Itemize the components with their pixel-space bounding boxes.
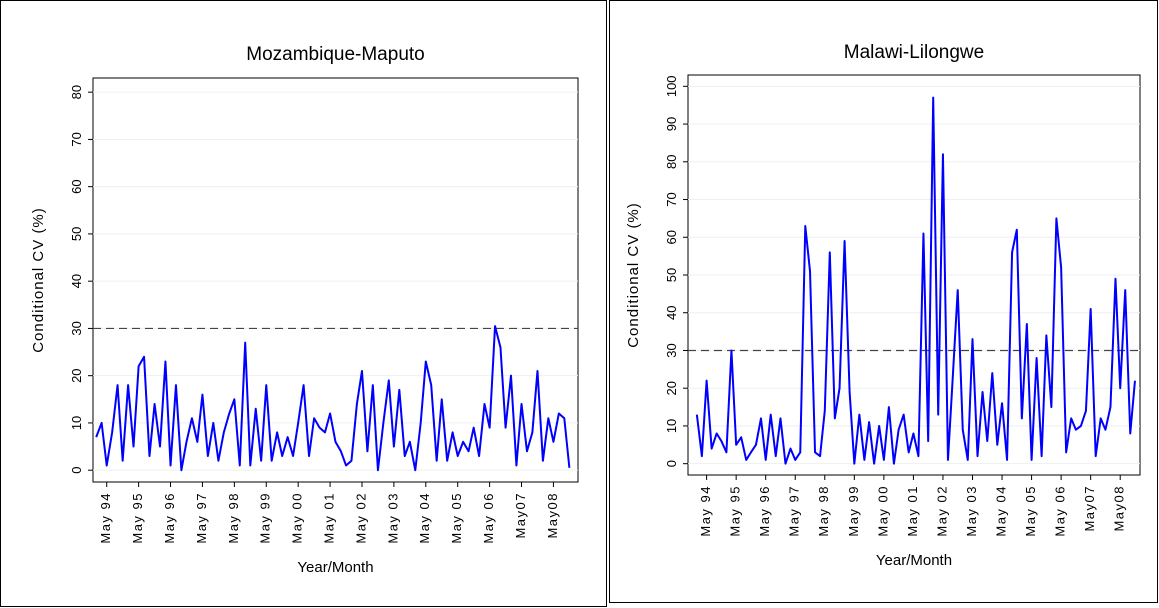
x-tick-label: May 02 [934,485,949,537]
x-tick-label: May 98 [226,492,241,544]
x-tick-label: May 98 [816,485,831,537]
x-tick-label: May 94 [698,485,713,537]
y-tick-label: 70 [69,132,84,146]
y-tick-label: 80 [69,85,84,99]
x-tick-label: May 03 [964,485,979,537]
x-tick-label: May 02 [353,492,368,544]
x-tick-label: May08 [545,492,560,539]
x-tick-label: May 05 [1023,485,1038,537]
y-tick-label: 70 [664,192,679,206]
y-tick-label: 50 [69,227,84,241]
x-tick-label: May 95 [130,492,145,544]
y-tick-label: 10 [664,419,679,433]
y-tick-label: 40 [69,274,84,288]
x-tick-label: May 97 [194,492,209,544]
y-tick-label: 80 [664,155,679,169]
x-tick-label: May 04 [417,492,432,544]
y-tick-label: 50 [664,268,679,282]
x-tick-label: May 94 [98,492,113,544]
x-tick-label: May 01 [905,485,920,537]
x-tick-label: May 99 [258,492,273,544]
data-line [695,96,1136,465]
chart-title: Malawi-Lilongwe [844,42,984,63]
x-tick-label: May 01 [322,492,337,544]
x-tick-label: May 95 [728,485,743,537]
y-tick-label: 90 [664,117,679,131]
y-tick-label: 20 [69,368,84,382]
y-tick-label: 30 [69,321,84,335]
y-tick-label: 40 [664,306,679,320]
y-tick-label: 30 [664,343,679,357]
x-axis-label: Year/Month [297,559,373,576]
y-tick-label: 0 [69,467,84,474]
chart-title: Mozambique-Maputo [246,44,424,65]
x-tick-label: May 97 [787,485,802,537]
x-tick-label: May 00 [875,485,890,537]
y-tick-label: 20 [664,381,679,395]
y-axis-label: Conditional CV (%) [30,207,47,353]
x-tick-label: May 99 [846,485,861,537]
x-tick-label: May07 [1082,485,1097,532]
y-tick-label: 0 [664,460,679,467]
y-tick-label: 60 [664,230,679,244]
y-tick-label: 100 [664,75,679,97]
x-tick-label: May 03 [385,492,400,544]
x-tick-label: May08 [1112,485,1127,532]
x-tick-label: May 00 [290,492,305,544]
data-line [95,325,571,472]
x-tick-label: May 96 [757,485,772,537]
x-tick-label: May 05 [449,492,464,544]
x-tick-label: May 96 [162,492,177,544]
y-tick-label: 10 [69,416,84,430]
y-tick-label: 60 [69,179,84,193]
x-axis-label: Year/Month [876,552,952,569]
x-tick-label: May 06 [481,492,496,544]
x-tick-label: May 06 [1053,485,1068,537]
x-tick-label: May 04 [993,485,1008,537]
x-tick-label: May07 [513,492,528,539]
y-axis-label: Conditional CV (%) [625,202,642,348]
